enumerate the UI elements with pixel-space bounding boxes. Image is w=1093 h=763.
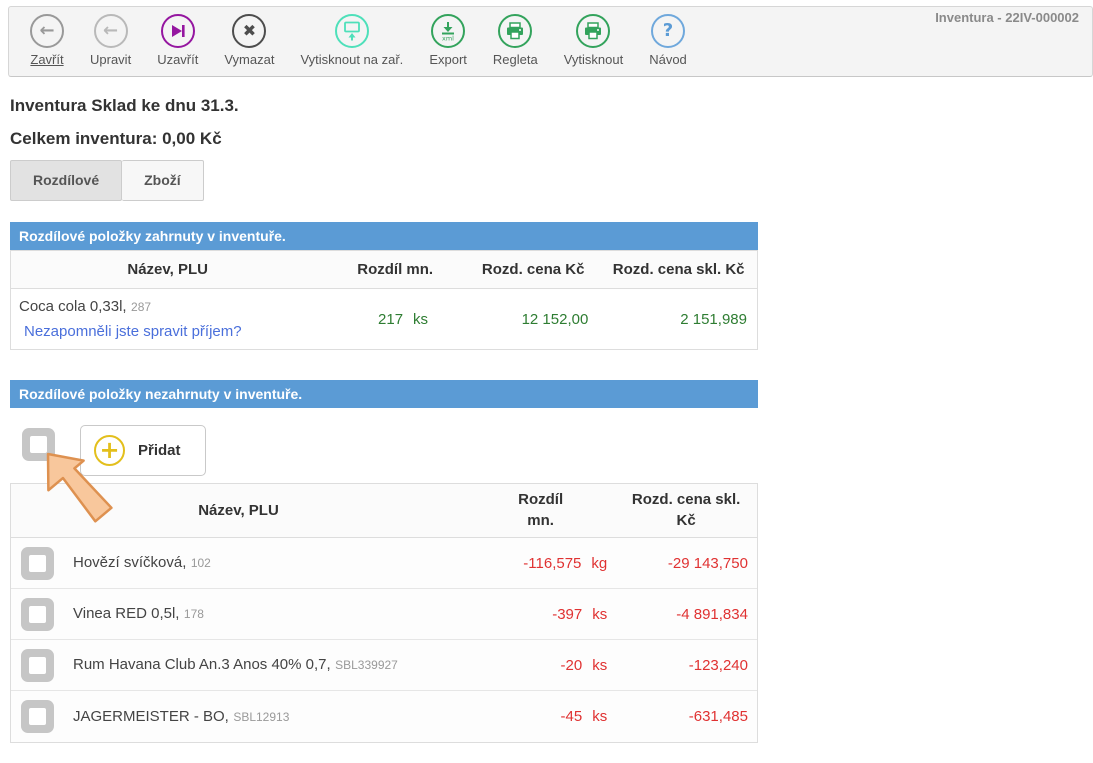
column-header-name: Název, PLU	[198, 502, 279, 519]
row-checkbox[interactable]	[21, 648, 54, 682]
item-name: Hovězí svíčková,	[73, 554, 187, 571]
svg-text:xml: xml	[442, 35, 454, 43]
item-name: JAGERMEISTER - BO,	[73, 707, 229, 725]
tab-rozdilove[interactable]: Rozdílové	[10, 160, 123, 201]
item-name: Vinea RED 0,5l,	[73, 605, 180, 622]
item-name: Coca cola 0,33l,	[19, 298, 127, 315]
item-name: Rum Havana Club An.3 Anos 40% 0,7,	[73, 656, 331, 673]
section-header-included: Rozdílové položky zahrnuty v inventuře.	[10, 222, 758, 250]
page-title: Inventura Sklad ke dnu 31.3.	[10, 96, 239, 115]
toolbar-item-label: Uzavřít	[157, 52, 199, 67]
item-name-line: Coca cola 0,33l, 287	[19, 298, 324, 316]
unit-label: ks	[592, 708, 608, 725]
stock-price-value: -29 143,750	[667, 554, 748, 572]
table-header-row: Název, PLU Rozdíl mn. Rozd. cena skl. Kč	[11, 484, 757, 538]
toolbar-item-label: Vymazat	[224, 52, 275, 67]
back-arrow-circle-icon: ←	[93, 14, 128, 48]
qty-value: -116,575	[523, 554, 582, 572]
finalize-button[interactable]: Uzavřít	[144, 14, 211, 67]
delete-button[interactable]: ✖ Vymazat	[211, 14, 287, 67]
table-row: Vinea RED 0,5l, 178 -397 ks -4 891,834	[11, 589, 757, 640]
unit-label: ks	[413, 310, 429, 328]
stock-price-value: -4 891,834	[676, 605, 748, 623]
column-header-stock-price: Rozd. cena skl. Kč	[631, 491, 741, 529]
export-button[interactable]: xml Export	[416, 14, 480, 67]
table-row: Hovězí svíčková, 102 -116,575 kg -29 143,…	[11, 538, 757, 589]
excluded-items-table: Název, PLU Rozdíl mn. Rozd. cena skl. Kč…	[10, 483, 758, 743]
toolbar-item-label: Upravit	[90, 52, 132, 67]
display-upload-circle-icon	[334, 14, 369, 48]
qty-value: -45	[560, 708, 583, 725]
item-plu: 178	[183, 607, 204, 621]
tab-zbozi[interactable]: Zboží	[122, 160, 204, 201]
qty-value: 217	[378, 310, 404, 328]
item-plu: 102	[190, 556, 211, 570]
table-row: Rum Havana Club An.3 Anos 40% 0,7, SBL33…	[11, 640, 757, 691]
printer-circle-icon	[576, 14, 611, 48]
printer-circle-icon	[498, 14, 533, 48]
regleta-button[interactable]: Regleta	[480, 14, 551, 67]
item-name-line: Vinea RED 0,5l, 178	[73, 605, 204, 623]
stock-price-value: 2 151,989	[680, 310, 747, 328]
item-plu: SBL339927	[335, 658, 398, 672]
toolbar-item-label: Vytisknout na zař.	[300, 52, 404, 67]
view-tabs: Rozdílové Zboží	[10, 160, 204, 201]
back-arrow-circle-icon: ←	[30, 14, 64, 48]
toolbar-item-label: Regleta	[492, 52, 538, 67]
help-button[interactable]: ? Návod	[636, 14, 700, 67]
fix-receipt-link[interactable]: Nezapomněli jste spravit příjem?	[24, 323, 242, 340]
item-plu: 287	[131, 300, 152, 314]
download-xml-circle-icon: xml	[431, 14, 466, 48]
qty-value: -20	[560, 656, 583, 674]
unit-label: ks	[592, 605, 608, 623]
table-header-row: Název, PLU Rozdíl mn. Rozd. cena Kč Rozd…	[11, 251, 757, 289]
table-row: Coca cola 0,33l, 287 Nezapomněli jste sp…	[11, 289, 757, 349]
toolbar: ← Zavřít ← Upravit Uzavřít ✖ Vymazat Vyt…	[8, 6, 1093, 77]
print-button[interactable]: Vytisknout	[551, 14, 637, 67]
item-name-line: Rum Havana Club An.3 Anos 40% 0,7, SBL33…	[73, 656, 398, 674]
item-name-line: Hovězí svíčková, 102	[73, 554, 211, 572]
close-button[interactable]: ← Zavřít	[17, 14, 77, 67]
stock-price-value: -631,485	[688, 708, 748, 725]
add-item-button[interactable]: + Přidat	[80, 425, 206, 476]
print-to-device-button[interactable]: Vytisknout na zař.	[287, 14, 416, 67]
column-header-name: Název, PLU	[127, 261, 208, 278]
column-header-price: Rozd. cena Kč	[481, 261, 585, 278]
row-checkbox[interactable]	[21, 700, 54, 733]
column-header-qty: Rozdíl mn.	[518, 491, 564, 529]
price-value: 12 152,00	[521, 310, 589, 328]
included-items-table: Název, PLU Rozdíl mn. Rozd. cena Kč Rozd…	[10, 250, 758, 350]
toolbar-item-label: Export	[429, 52, 467, 67]
item-plu: SBL12913	[233, 709, 290, 724]
unit-label: ks	[592, 656, 608, 674]
plus-icon: +	[94, 435, 125, 466]
qty-value: -397	[552, 605, 583, 623]
select-all-checkbox[interactable]	[22, 428, 55, 461]
toolbar-item-label: Vytisknout	[563, 52, 624, 67]
section-header-excluded: Rozdílové položky nezahrnuty v inventuře…	[10, 380, 758, 408]
column-header-qty: Rozdíl mn.	[357, 261, 434, 278]
add-button-label: Přidat	[138, 442, 181, 459]
document-title: Inventura - 22IV-000002	[935, 10, 1079, 25]
row-checkbox[interactable]	[21, 546, 54, 580]
row-checkbox[interactable]	[21, 597, 54, 631]
toolbar-item-label: Návod	[649, 52, 687, 67]
item-name-line: JAGERMEISTER - BO, SBL12913	[73, 708, 289, 726]
inventory-total: Celkem inventura: 0,00 Kč	[10, 129, 222, 148]
edit-button[interactable]: ← Upravit	[77, 14, 144, 67]
stock-price-value: -123,240	[688, 656, 748, 674]
x-cross-circle-icon: ✖	[232, 14, 267, 48]
play-to-end-circle-icon	[160, 14, 195, 48]
question-circle-icon: ?	[650, 14, 685, 48]
toolbar-item-label: Zavřít	[30, 52, 64, 67]
table-row: JAGERMEISTER - BO, SBL12913 -45 ks -631,4…	[11, 691, 757, 742]
column-header-stock-price: Rozd. cena skl. Kč	[612, 261, 745, 278]
unit-label: kg	[591, 554, 608, 572]
